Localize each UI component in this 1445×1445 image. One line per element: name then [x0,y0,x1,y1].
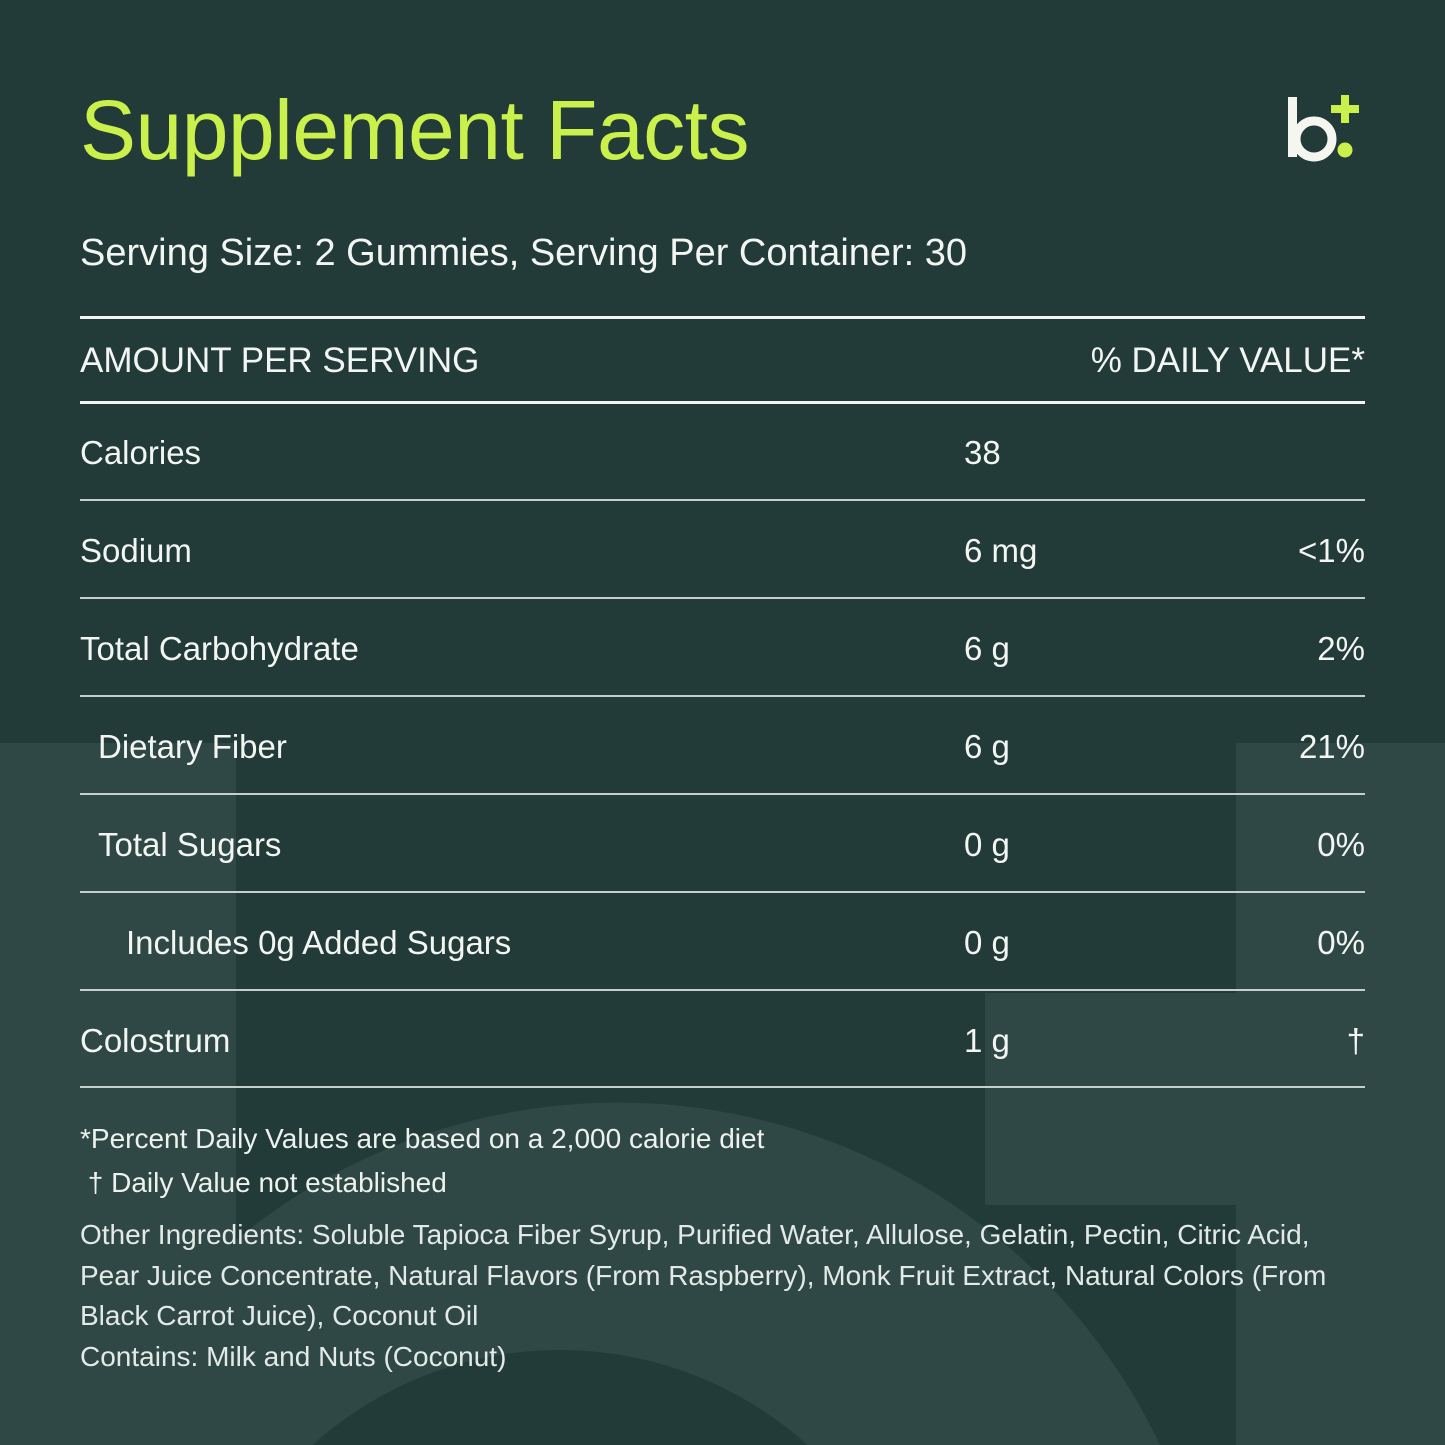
nutrient-label: Total Carbohydrate [80,630,359,667]
nutrient-amount: 6 g [964,728,1010,765]
page-title: Supplement Facts [80,83,750,177]
serving-info: Serving Size: 2 Gummies, Serving Per Con… [80,232,968,274]
table-row-total-sugars: Total Sugars 0 g 0% [80,796,1365,892]
nutrient-amount: 0 g [964,826,1010,863]
footnote-dagger: † Daily Value not established [80,1167,447,1198]
table-row-added-sugars: Includes 0g Added Sugars 0 g 0% [80,894,1365,990]
amount-per-serving-header: AMOUNT PER SERVING [80,341,480,380]
nutrient-daily-value: 21% [1298,728,1365,765]
nutrient-amount: 6 g [964,630,1010,667]
table-bottom-rule [80,1086,1365,1088]
nutrient-label: Total Sugars [98,826,282,863]
table-row-colostrum: Colostrum 1 g † [80,992,1365,1088]
background-logo-plus-horizontal [985,993,1445,1205]
table-row-calories: Calories 38 [80,404,1365,500]
nutrient-amount: 38 [964,434,1001,471]
other-ingredients: Other Ingredients: Soluble Tapioca Fiber… [80,1219,1327,1331]
daily-value-header: % DAILY VALUE* [1090,341,1365,380]
row-divider [80,891,1365,893]
nutrient-label: Sodium [80,532,192,569]
nutrient-label: Calories [80,434,202,471]
nutrient-label: Dietary Fiber [98,728,287,765]
footnote-percent-daily-value: *Percent Daily Values are based on a 2,0… [80,1123,765,1154]
nutrient-daily-value: † [1346,1022,1365,1059]
nutrient-label: Includes 0g Added Sugars [126,924,512,961]
table-row-sodium: Sodium 6 mg <1% [80,502,1365,598]
nutrient-amount: 6 mg [964,532,1038,569]
row-divider [80,989,1365,991]
nutrient-label: Colostrum [80,1022,231,1059]
nutrient-daily-value: 0% [1317,924,1365,961]
allergen-contains: Contains: Milk and Nuts (Coconut) [80,1340,507,1372]
table-header-rule [80,401,1365,404]
nutrient-amount: 0 g [964,924,1010,961]
row-divider [80,793,1365,795]
table-header: AMOUNT PER SERVING % DAILY VALUE* [80,320,1365,402]
table-top-rule [80,316,1365,319]
table-row-total-carbohydrate: Total Carbohydrate 6 g 2% [80,600,1365,696]
table-row-dietary-fiber: Dietary Fiber 6 g 21% [80,698,1365,794]
nutrient-daily-value: 0% [1317,826,1365,863]
row-divider [80,499,1365,501]
nutrient-daily-value: <1% [1298,532,1365,569]
row-divider [80,597,1365,599]
row-divider [80,695,1365,697]
nutrient-amount: 1 g [964,1022,1010,1059]
nutrient-daily-value: 2% [1317,630,1365,667]
ingredients-block: Other Ingredients: Soluble Tapioca Fiber… [80,1215,1370,1377]
background-logo-stem [0,743,236,1445]
brand-logo-icon [1288,95,1359,162]
